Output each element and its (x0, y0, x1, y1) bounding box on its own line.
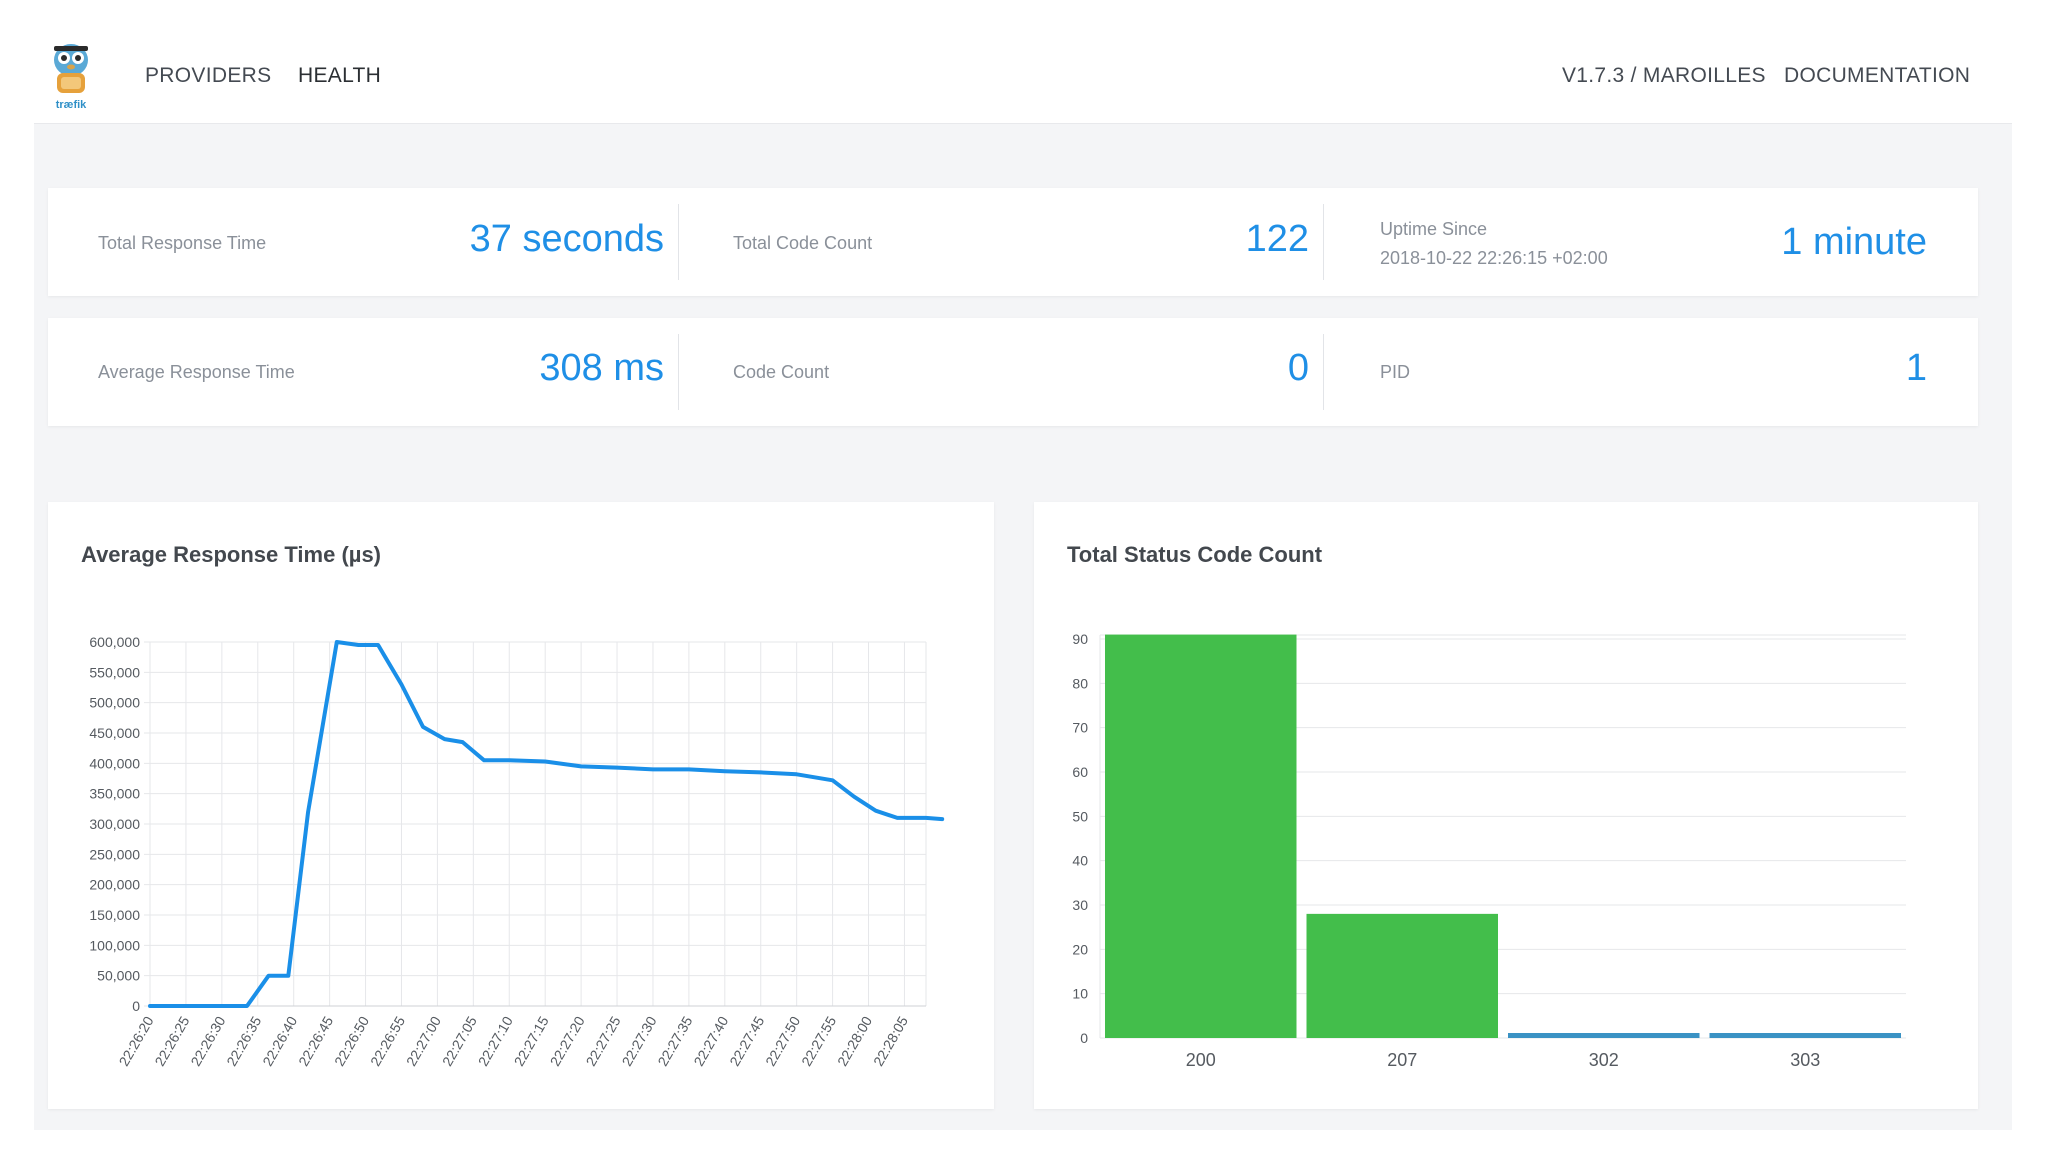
stat-value: 1 minute (1781, 221, 1927, 263)
y-tick-label: 50,000 (97, 968, 140, 984)
nav-documentation[interactable]: DOCUMENTATION (1784, 64, 1971, 87)
stat-uptime: Uptime Since 2018-10-22 22:26:15 +02:00 … (1324, 188, 1978, 296)
stat-label: Code Count (733, 362, 830, 382)
x-tick-label: 302 (1589, 1050, 1619, 1070)
nav-health[interactable]: HEALTH (298, 64, 382, 87)
y-tick-label: 90 (1072, 631, 1088, 647)
stat-divider (1323, 204, 1324, 280)
y-tick-label: 350,000 (89, 786, 140, 802)
stat-label: Total Response Time (98, 233, 267, 253)
bar-303 (1709, 1033, 1901, 1038)
bar-207 (1306, 913, 1498, 1038)
stat-value: 0 (1287, 347, 1309, 389)
y-tick-label: 250,000 (89, 846, 140, 862)
stat-total-code-count: Total Code Count 122 (679, 188, 1323, 296)
stat-value: 308 ms (539, 347, 664, 389)
y-tick-label: 50 (1072, 808, 1088, 824)
average-response-time-chart: 0 50,000 100,000 150,000 200,000 250,000 300,0… (89, 634, 945, 1069)
bar-302 (1508, 1033, 1700, 1038)
stats-row-current: Average Response Time 308 ms Code Count … (48, 318, 1978, 426)
stat-label: Total Code Count (733, 233, 873, 253)
logo-wordmark: træfik (56, 99, 87, 111)
y-tick-label: 20 (1072, 941, 1088, 957)
stat-label: PID (1380, 362, 1411, 382)
y-tick-label: 70 (1072, 720, 1088, 736)
y-tick-label: 450,000 (89, 725, 140, 741)
y-tick-label: 80 (1072, 675, 1088, 691)
response-time-line (148, 640, 945, 1008)
top-navbar: træfik PROVIDERS HEALTH V1.7.3 / MAROILL… (34, 0, 2012, 124)
average-response-time-chart-card: Average Response Time (µs) 0 50,000 100,00… (48, 502, 994, 1109)
stat-label: Uptime Since (1380, 219, 1488, 239)
stat-divider (1323, 334, 1324, 410)
stat-divider (678, 334, 679, 410)
y-tick-label: 150,000 (89, 907, 140, 923)
x-tick-label: 200 (1186, 1050, 1216, 1070)
chart-title: Average Response Time (µs) (81, 542, 382, 567)
stat-total-response-time: Total Response Time 37 seconds (48, 188, 678, 296)
y-tick-label: 0 (132, 998, 140, 1014)
y-tick-label: 550,000 (89, 664, 140, 680)
stats-row-totals: Total Response Time 37 seconds Total Cod… (48, 188, 1978, 296)
bar-200 (1105, 634, 1297, 1038)
app-root: træfik PROVIDERS HEALTH V1.7.3 / MAROILL… (34, 0, 2012, 1130)
chart-title: Total Status Code Count (1067, 542, 1323, 567)
traefik-logo[interactable]: træfik (48, 40, 94, 112)
stat-code-count: Code Count 0 (679, 318, 1323, 426)
stat-label: Average Response Time (98, 362, 295, 382)
uptime-since-timestamp: 2018-10-22 22:26:15 +02:00 (1380, 248, 1608, 268)
x-tick-label: 207 (1387, 1050, 1417, 1070)
nav-providers[interactable]: PROVIDERS (145, 64, 272, 87)
y-tick-label: 600,000 (89, 634, 140, 650)
y-tick-label: 300,000 (89, 816, 140, 832)
y-tick-label: 30 (1072, 897, 1088, 913)
stat-average-response-time: Average Response Time 308 ms (48, 318, 678, 426)
stat-pid: PID 1 (1324, 318, 1978, 426)
y-tick-label: 100,000 (89, 937, 140, 953)
y-tick-label: 40 (1072, 853, 1088, 869)
x-tick-label: 303 (1790, 1050, 1820, 1070)
y-tick-label: 10 (1072, 986, 1088, 1002)
nav-version[interactable]: V1.7.3 / MAROILLES (1562, 64, 1766, 87)
y-tick-label: 60 (1072, 764, 1088, 780)
stat-value: 122 (1245, 218, 1309, 260)
y-tick-label: 0 (1080, 1030, 1088, 1046)
y-tick-label: 200,000 (89, 877, 140, 893)
x-tick-label: 22:28:05 (870, 1013, 911, 1068)
stat-value: 1 (1905, 347, 1927, 389)
status-code-chart: 0 10 20 30 40 50 60 70 80 90 200 207 302 303 (1072, 631, 1906, 1070)
stat-divider (678, 204, 679, 280)
y-tick-label: 400,000 (89, 755, 140, 771)
y-tick-label: 500,000 (89, 695, 140, 711)
status-code-chart-card: Total Status Code Count 0 10 20 30 40 50 60 70 8… (1034, 502, 1978, 1109)
stat-value: 37 seconds (469, 218, 664, 260)
